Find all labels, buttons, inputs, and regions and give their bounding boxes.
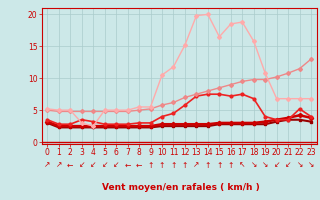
Text: ↙: ↙ [113,160,119,170]
Text: ↑: ↑ [228,160,234,170]
Text: ↖: ↖ [239,160,245,170]
Text: ↑: ↑ [170,160,177,170]
Text: ↑: ↑ [147,160,154,170]
Text: ↘: ↘ [262,160,268,170]
Text: ↙: ↙ [285,160,291,170]
Text: ↙: ↙ [274,160,280,170]
Text: ↙: ↙ [90,160,96,170]
Text: ↙: ↙ [78,160,85,170]
Text: ↗: ↗ [44,160,51,170]
Text: ↑: ↑ [216,160,222,170]
Text: ↘: ↘ [251,160,257,170]
Text: ↑: ↑ [159,160,165,170]
Text: ←: ← [124,160,131,170]
Text: ↘: ↘ [296,160,303,170]
Text: ←: ← [67,160,74,170]
Text: ↙: ↙ [101,160,108,170]
Text: ↗: ↗ [56,160,62,170]
Text: ↘: ↘ [308,160,314,170]
Text: ←: ← [136,160,142,170]
Text: ↗: ↗ [193,160,200,170]
Text: Vent moyen/en rafales ( km/h ): Vent moyen/en rafales ( km/h ) [102,184,260,192]
Text: ↑: ↑ [205,160,211,170]
Text: ↑: ↑ [182,160,188,170]
